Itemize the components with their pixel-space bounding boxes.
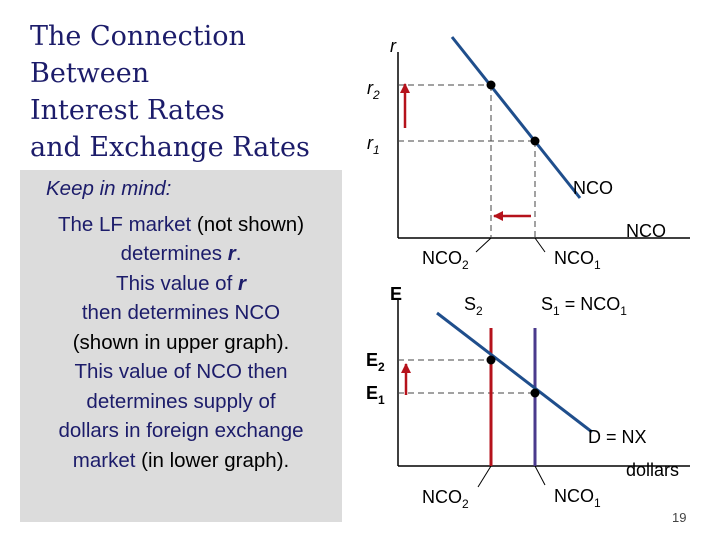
r1-label: r1 — [367, 133, 380, 157]
note-text: r — [227, 242, 236, 265]
nco2-sub: 2 — [462, 258, 469, 272]
e1-sub: 1 — [378, 393, 385, 407]
nco2-lower-label: NCO2 — [422, 487, 469, 511]
nco2-label: NCO2 — [422, 248, 469, 272]
note-line: This value of r — [20, 269, 342, 299]
nco2-base: NCO — [422, 248, 462, 268]
nco-curve-label: NCO — [573, 178, 613, 198]
note-text: This value of — [116, 271, 238, 295]
note-line: dollars in foreign exchange — [20, 416, 342, 446]
upper-graph: r r2 r1 NCO NCO NCO2 NCO1 — [367, 36, 690, 272]
equilibrium-point-r2 — [486, 80, 496, 90]
s1-label: S1 = NCO1 — [541, 294, 627, 318]
upper-y-axis-label: r — [390, 36, 397, 56]
note-line: determines r. — [20, 239, 342, 269]
nco1-label: NCO1 — [554, 248, 601, 272]
note-text: dollars in foreign exchange — [58, 419, 304, 442]
note-text: market — [72, 448, 136, 472]
s2-base: S — [464, 294, 476, 314]
nco1-sub: 1 — [594, 258, 601, 272]
equilibrium-point-r1 — [530, 136, 540, 146]
nco1-pointer-lower — [534, 465, 546, 486]
r1-base: r — [367, 133, 374, 153]
e2-sub: 2 — [378, 360, 385, 374]
lower-y-axis-label: E — [390, 284, 402, 304]
title-line: Between — [30, 58, 150, 89]
note-text: determines supply of — [86, 389, 276, 413]
lower-x-axis-label: dollars — [626, 460, 679, 480]
s2-label: S2 — [464, 294, 483, 318]
title-line: Interest Rates — [30, 95, 225, 126]
e2-label: E2 — [366, 350, 385, 374]
note-text: r — [237, 271, 246, 295]
note-text: then determines NCO — [81, 301, 281, 324]
equilibrium-point-e1 — [530, 388, 540, 398]
r2-label: r2 — [367, 78, 380, 102]
nco-curve — [450, 36, 582, 199]
upper-x-axis-label: NCO — [626, 221, 666, 241]
note-text: (in lower graph). — [135, 448, 290, 472]
note-line: (shown in upper graph). — [20, 328, 342, 358]
note-heading: Keep in mind: — [20, 174, 342, 204]
nco1-lower-sub: 1 — [594, 496, 601, 510]
nco2-lower-sub: 2 — [462, 497, 469, 511]
keep-in-mind-box: Keep in mind: The LF market (not shown) … — [20, 170, 342, 522]
r1-sub: 1 — [373, 143, 380, 157]
note-line: The LF market (not shown) — [20, 210, 342, 240]
e2-base: E — [366, 350, 378, 370]
nco1-lower-label: NCO1 — [554, 486, 601, 510]
e1-base: E — [366, 383, 378, 403]
note-text: . — [235, 242, 242, 265]
nco1-base: NCO — [554, 248, 594, 268]
s1-eq: = NCO — [560, 294, 621, 314]
note-line: market (in lower graph). — [20, 446, 342, 476]
note-text: (not shown) — [191, 212, 305, 236]
note-text: The LF market — [57, 212, 192, 236]
s1-eq-sub: 1 — [620, 304, 627, 318]
note-line: This value of NCO then — [20, 357, 342, 387]
s1-base: S — [541, 294, 553, 314]
r2-sub: 2 — [372, 88, 380, 102]
nco2-pointer — [475, 237, 492, 253]
title-line: and Exchange Rates — [30, 132, 310, 163]
lower-graph: E E2 E1 S2 S1 = NCO1 D = NX dollars NCO2… — [366, 284, 690, 511]
title-line: The Connection — [30, 21, 246, 52]
nco1-pointer — [534, 237, 546, 253]
s2-sub: 2 — [476, 304, 483, 318]
nco2-pointer-lower — [477, 465, 492, 488]
note-heading-text: Keep in mind: — [46, 177, 172, 200]
s1-sub: 1 — [553, 304, 560, 318]
page-number: 19 — [672, 510, 686, 525]
page-title: The Connection Between Interest Rates an… — [30, 18, 360, 166]
r2-base: r — [367, 78, 374, 98]
nco1-lower-base: NCO — [554, 486, 594, 506]
nco2-lower-base: NCO — [422, 487, 462, 507]
note-text: (shown in upper graph). — [72, 330, 290, 354]
note-line: determines supply of — [20, 387, 342, 417]
note-text: This value of NCO then — [74, 360, 288, 383]
note-line: then determines NCO — [20, 298, 342, 328]
note-text: determines — [120, 242, 228, 265]
demand-curve — [436, 311, 593, 434]
e1-label: E1 — [366, 383, 385, 407]
equilibrium-point-e2 — [486, 355, 496, 365]
demand-curve-label: D = NX — [588, 427, 647, 447]
